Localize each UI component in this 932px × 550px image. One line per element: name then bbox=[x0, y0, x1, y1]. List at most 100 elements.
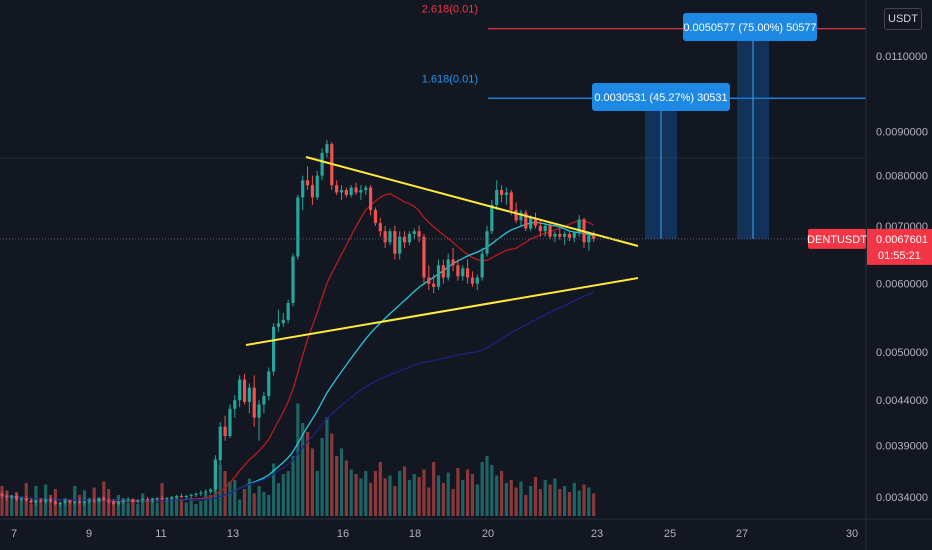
currency-button[interactable]: USDT bbox=[884, 8, 922, 30]
volume-bar bbox=[315, 471, 319, 516]
candle-body bbox=[155, 498, 159, 500]
candle bbox=[373, 207, 378, 226]
candle-body bbox=[499, 189, 504, 195]
candle-body bbox=[97, 498, 101, 502]
volume-bar bbox=[276, 483, 281, 516]
candle-body bbox=[204, 491, 208, 493]
candle-body bbox=[218, 426, 222, 461]
volume-bar bbox=[543, 480, 547, 516]
candle-body bbox=[199, 492, 203, 494]
volume-bar bbox=[538, 489, 542, 516]
volume-bar bbox=[592, 493, 596, 516]
volume-bar bbox=[412, 474, 416, 516]
candle bbox=[436, 259, 441, 291]
candle bbox=[276, 309, 281, 332]
volume-bar bbox=[204, 493, 208, 516]
candle-body bbox=[238, 379, 242, 401]
price-tick-label: 0.0080000 bbox=[876, 171, 928, 183]
volume-bar bbox=[587, 487, 591, 516]
candle-body bbox=[441, 265, 445, 278]
candle bbox=[257, 400, 261, 441]
price-tick-label: 0.0060000 bbox=[876, 279, 928, 291]
candle-body bbox=[296, 197, 300, 257]
drawings[interactable]: 1.618(0.01) 2.618(0.01) 0.0030531 (45.27%)… bbox=[0, 4, 866, 346]
volume-bar bbox=[242, 489, 247, 516]
volume-bar bbox=[121, 498, 125, 516]
time-tick-label: 7 bbox=[11, 528, 17, 540]
candle-body bbox=[572, 232, 576, 238]
candle bbox=[233, 395, 237, 418]
target-label-text: 0.0030531 (45.27%) 30531 bbox=[594, 92, 727, 104]
volume-bar bbox=[344, 460, 348, 516]
time-axis[interactable]: 7 9 11 13 16 18 20 23 25 27 30 bbox=[11, 528, 858, 540]
candle-body bbox=[480, 253, 484, 278]
candle-body bbox=[276, 323, 281, 327]
candle bbox=[354, 182, 358, 195]
volume-bar bbox=[567, 492, 572, 516]
time-tick-label: 27 bbox=[736, 528, 748, 540]
candle bbox=[145, 497, 150, 502]
candle-body bbox=[257, 404, 261, 418]
candle-body bbox=[344, 189, 348, 195]
candle bbox=[199, 490, 203, 496]
volume-bar bbox=[529, 486, 533, 516]
volume-bar bbox=[141, 493, 145, 516]
candle-body bbox=[388, 231, 392, 243]
last-price-tag bbox=[867, 228, 932, 265]
candle bbox=[422, 233, 426, 284]
candle-body bbox=[102, 498, 106, 501]
volume-bar bbox=[10, 495, 14, 516]
candle bbox=[126, 497, 130, 502]
volume-bar bbox=[504, 483, 508, 516]
candle-body bbox=[126, 499, 130, 501]
volume-bar bbox=[281, 474, 285, 516]
volume-bar bbox=[577, 490, 581, 516]
volume-bar bbox=[301, 423, 305, 516]
price-axis[interactable]: 0.01100000.00900000.00800000.00700000.00… bbox=[876, 51, 928, 504]
price-tick-label: 0.0090000 bbox=[876, 126, 928, 138]
volume-bar bbox=[150, 498, 154, 516]
candle-body bbox=[34, 500, 38, 503]
candle bbox=[97, 497, 101, 503]
candle bbox=[466, 259, 470, 284]
candle-body bbox=[432, 283, 436, 287]
time-tick-label: 30 bbox=[846, 528, 858, 540]
volume-bar bbox=[223, 471, 227, 516]
volume-bar bbox=[393, 486, 397, 516]
candle-body bbox=[519, 212, 523, 221]
candle-body bbox=[223, 426, 227, 437]
candle-body bbox=[553, 233, 557, 237]
candle-body bbox=[315, 175, 319, 198]
volume-bar bbox=[184, 502, 188, 516]
volume-bar bbox=[233, 480, 237, 516]
volume-bar bbox=[422, 469, 426, 516]
candle bbox=[107, 498, 111, 504]
candle-body bbox=[194, 493, 198, 495]
candle-body bbox=[451, 259, 455, 266]
fib-level-label: 2.618(0.01) bbox=[422, 4, 478, 16]
candle bbox=[393, 225, 397, 260]
candle bbox=[175, 494, 179, 500]
volume-bar bbox=[378, 462, 382, 516]
candle bbox=[524, 210, 528, 232]
volume-bar bbox=[480, 462, 484, 516]
candle bbox=[320, 148, 324, 181]
candle bbox=[208, 488, 213, 494]
volume-bar bbox=[461, 480, 465, 516]
volume-bar bbox=[499, 471, 504, 516]
volume-bar bbox=[305, 432, 310, 516]
candle-body bbox=[524, 212, 528, 229]
candle bbox=[247, 383, 251, 414]
volume-bar bbox=[490, 465, 494, 516]
candle-body bbox=[170, 497, 174, 499]
candle-body bbox=[247, 387, 251, 402]
candle-body bbox=[383, 231, 387, 243]
candle bbox=[335, 180, 339, 195]
volume-bar bbox=[194, 504, 198, 516]
candle bbox=[179, 493, 184, 499]
candle bbox=[296, 194, 300, 260]
price-tags: DENTUSDT 0.0067601 01:55:21 bbox=[807, 228, 932, 265]
candle-body bbox=[567, 233, 572, 238]
target-label-box bbox=[592, 83, 730, 111]
